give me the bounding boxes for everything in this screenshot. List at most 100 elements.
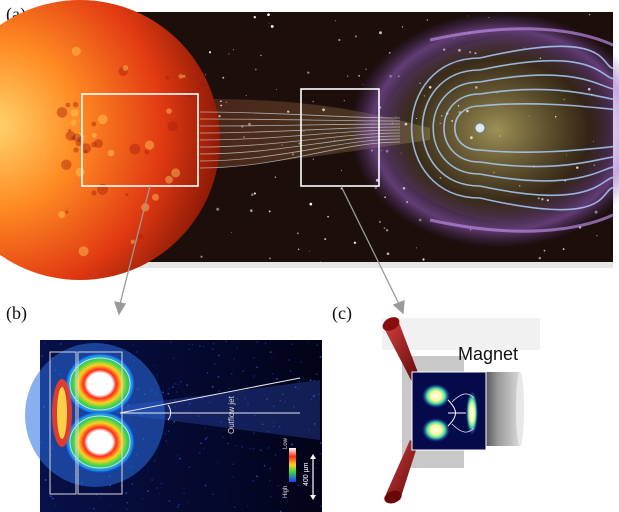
- noise-speck: [306, 468, 308, 470]
- noise-speck: [233, 506, 236, 508]
- star: [588, 13, 591, 16]
- wind-field-line: [199, 111, 401, 119]
- colorbar-high-label: High: [283, 486, 289, 498]
- sun-granule: [75, 139, 83, 147]
- star: [269, 257, 271, 260]
- outflow-jet-label: Outflow jet: [227, 395, 236, 434]
- colorbar: [289, 448, 296, 482]
- sun-granule: [68, 128, 72, 132]
- dayside-field-line: [443, 93, 481, 163]
- noise-speck: [168, 387, 170, 390]
- noise-speck: [310, 398, 313, 401]
- noise-speck: [271, 373, 274, 375]
- star: [401, 26, 404, 28]
- tail-field-line: [479, 156, 614, 168]
- noise-speck: [93, 507, 95, 510]
- sun-granule: [144, 149, 150, 155]
- tail-field-line: [479, 176, 614, 197]
- sun-granule: [84, 149, 88, 154]
- noise-speck: [165, 440, 167, 442]
- star: [268, 22, 270, 24]
- noise-speck: [288, 359, 290, 361]
- star: [200, 255, 203, 258]
- star: [416, 247, 417, 249]
- sun-granule: [71, 135, 76, 141]
- star: [543, 249, 546, 252]
- noise-speck: [191, 344, 194, 346]
- magnet-cylinder: [480, 372, 520, 446]
- wind-field-line: [199, 126, 401, 134]
- arrow-to-c: [340, 185, 400, 305]
- noise-speck: [177, 506, 179, 508]
- noise-speck: [266, 398, 268, 400]
- noise-speck: [314, 402, 316, 404]
- sun-granule: [58, 211, 66, 219]
- noise-speck: [220, 421, 222, 423]
- noise-speck: [109, 504, 111, 506]
- earth-magnetic-field-lines: [410, 27, 614, 233]
- sun-granule: [171, 168, 181, 178]
- star: [596, 234, 598, 237]
- outflow-jet-glow: [90, 380, 320, 440]
- noise-speck: [176, 455, 178, 457]
- star: [270, 24, 274, 28]
- sun-granule: [130, 239, 135, 244]
- noise-speck: [294, 386, 297, 388]
- noise-speck: [174, 383, 176, 385]
- star: [222, 76, 225, 79]
- noise-speck: [233, 358, 235, 360]
- noise-speck: [212, 343, 215, 345]
- star: [232, 49, 235, 51]
- arrow-to-b: [119, 185, 151, 305]
- star: [308, 250, 310, 252]
- noise-speck: [271, 356, 273, 359]
- noise-speck: [189, 402, 191, 405]
- noise-speck: [50, 486, 52, 488]
- tail-field-line: [479, 103, 614, 111]
- noise-speck: [200, 442, 202, 445]
- panel-label-b: (b): [6, 303, 27, 323]
- star: [386, 229, 389, 232]
- noise-speck: [41, 355, 44, 357]
- noise-speck: [131, 483, 134, 485]
- wind-field-line: [199, 118, 401, 122]
- plasma-lobe-upper: [64, 352, 136, 416]
- noise-speck: [244, 398, 246, 400]
- tail-field-line: [479, 59, 614, 80]
- magnet-cylinder-end: [516, 372, 524, 446]
- star: [343, 100, 345, 102]
- noise-speck: [156, 373, 159, 376]
- noise-speck: [60, 343, 62, 345]
- star: [354, 35, 357, 38]
- noise-speck: [284, 400, 286, 403]
- noise-speck: [204, 427, 206, 429]
- laser-beam-upper-end: [382, 317, 400, 331]
- star: [365, 68, 367, 71]
- noise-speck: [198, 415, 200, 417]
- noise-speck: [44, 342, 46, 345]
- sun-granule: [129, 143, 141, 155]
- noise-speck: [172, 357, 175, 359]
- star: [312, 158, 314, 160]
- noise-speck: [174, 406, 177, 408]
- star: [267, 13, 270, 17]
- noise-speck: [313, 380, 315, 382]
- noise-speck: [247, 403, 249, 406]
- noise-speck: [235, 444, 237, 447]
- noise-speck: [252, 448, 255, 450]
- noise-speck: [297, 388, 300, 390]
- noise-speck: [211, 348, 214, 350]
- sun-granule: [94, 139, 103, 148]
- sun-granule: [182, 74, 186, 78]
- noise-speck: [253, 432, 255, 434]
- sun-granule: [78, 246, 89, 257]
- outer-shell-line: [429, 213, 614, 233]
- noise-speck: [312, 395, 315, 398]
- tail-field-line: [479, 145, 614, 153]
- noise-speck: [162, 391, 164, 393]
- star: [324, 238, 327, 241]
- star: [562, 248, 565, 250]
- noise-speck: [203, 448, 205, 450]
- noise-speck: [253, 374, 255, 377]
